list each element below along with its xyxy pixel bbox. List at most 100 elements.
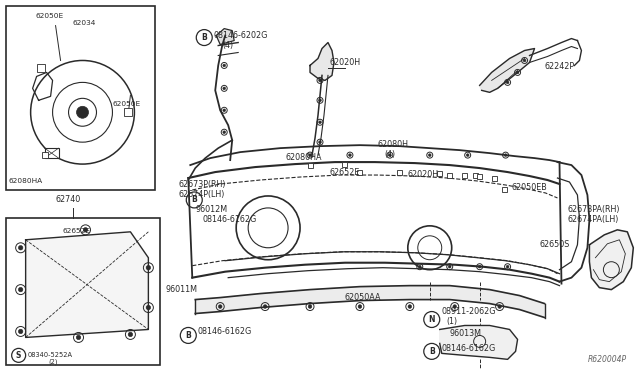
Bar	[437, 170, 442, 176]
Bar	[492, 176, 497, 180]
Circle shape	[498, 305, 501, 308]
Text: B: B	[191, 195, 197, 205]
Circle shape	[506, 81, 509, 84]
Text: (2): (2)	[49, 358, 58, 365]
Bar	[477, 174, 482, 179]
Polygon shape	[26, 232, 148, 337]
Circle shape	[506, 265, 509, 268]
Circle shape	[516, 71, 519, 74]
Text: 96013M: 96013M	[450, 330, 482, 339]
Circle shape	[449, 265, 451, 268]
Text: 08146-6202G: 08146-6202G	[213, 31, 268, 39]
Bar	[447, 173, 452, 177]
Circle shape	[388, 154, 391, 157]
Text: 96012M: 96012M	[195, 205, 227, 214]
Bar	[6, 6, 156, 190]
Bar	[473, 173, 478, 177]
Text: 62080HA: 62080HA	[285, 153, 321, 162]
Text: B: B	[429, 347, 435, 356]
Text: 62674P(LH): 62674P(LH)	[179, 190, 225, 199]
Text: 62650S: 62650S	[540, 240, 570, 249]
Text: B: B	[186, 331, 191, 340]
Circle shape	[83, 228, 88, 232]
Bar	[45, 148, 59, 158]
Circle shape	[146, 305, 150, 310]
Bar	[397, 170, 403, 174]
Bar	[342, 161, 348, 167]
Text: 62034: 62034	[72, 20, 96, 26]
Text: 08146-6162G: 08146-6162G	[197, 327, 252, 336]
Circle shape	[319, 121, 321, 124]
Circle shape	[358, 305, 362, 308]
Circle shape	[19, 246, 23, 250]
Circle shape	[319, 99, 321, 102]
Polygon shape	[440, 326, 518, 359]
Bar	[462, 173, 467, 177]
Text: 62673PA(RH): 62673PA(RH)	[568, 205, 620, 214]
Text: 62652E: 62652E	[330, 168, 360, 177]
Bar	[308, 163, 312, 167]
Circle shape	[128, 332, 132, 337]
Circle shape	[223, 109, 225, 112]
Text: 62674PA(LH): 62674PA(LH)	[568, 215, 619, 224]
Circle shape	[146, 266, 150, 270]
Text: 62020H: 62020H	[330, 58, 361, 67]
Text: S: S	[16, 351, 21, 360]
Text: 62673P(RH): 62673P(RH)	[179, 180, 226, 189]
Circle shape	[478, 265, 481, 268]
Text: 62020H: 62020H	[408, 170, 439, 179]
Text: 08911-2062G: 08911-2062G	[442, 307, 496, 315]
Polygon shape	[310, 42, 334, 80]
Circle shape	[419, 265, 421, 268]
Bar	[124, 108, 132, 116]
Text: (1): (1)	[447, 317, 458, 326]
Text: R620004P: R620004P	[588, 355, 627, 364]
Bar	[42, 152, 47, 158]
Text: 62080HA: 62080HA	[9, 178, 43, 184]
Circle shape	[263, 305, 267, 308]
Text: 62080H: 62080H	[378, 140, 409, 149]
Text: (4): (4)	[222, 41, 234, 49]
Circle shape	[223, 87, 225, 90]
Circle shape	[223, 131, 225, 134]
Bar	[357, 170, 362, 174]
Circle shape	[218, 305, 222, 308]
Bar	[502, 187, 507, 192]
Circle shape	[428, 154, 431, 157]
Circle shape	[19, 329, 23, 334]
Bar	[6, 218, 161, 365]
Text: 08340-5252A: 08340-5252A	[28, 352, 72, 358]
Text: 08146-6162G: 08146-6162G	[442, 344, 496, 353]
Circle shape	[76, 335, 81, 340]
Text: 62242P: 62242P	[545, 62, 575, 71]
Circle shape	[308, 154, 312, 157]
Text: 62050AA: 62050AA	[345, 293, 381, 302]
Circle shape	[453, 305, 456, 308]
Circle shape	[408, 305, 412, 308]
Circle shape	[319, 79, 321, 82]
Circle shape	[319, 141, 321, 144]
Circle shape	[308, 305, 312, 308]
Polygon shape	[589, 230, 634, 290]
Text: 96011M: 96011M	[165, 285, 197, 294]
Circle shape	[467, 154, 469, 157]
Text: N: N	[429, 315, 435, 324]
Bar	[36, 64, 45, 73]
Polygon shape	[216, 29, 234, 45]
Text: 62652E: 62652E	[63, 228, 90, 234]
Text: (4): (4)	[385, 150, 396, 159]
Text: 62050E: 62050E	[36, 13, 64, 19]
Circle shape	[349, 154, 351, 157]
Text: 62740: 62740	[56, 195, 81, 204]
Circle shape	[77, 106, 88, 118]
Text: 08146-6162G: 08146-6162G	[202, 215, 257, 224]
Circle shape	[223, 64, 225, 67]
Polygon shape	[195, 286, 545, 318]
Text: 62050E: 62050E	[113, 101, 141, 107]
Polygon shape	[479, 48, 534, 92]
Text: B: B	[202, 33, 207, 42]
Circle shape	[524, 59, 526, 62]
Text: 62050EB: 62050EB	[511, 183, 547, 192]
Circle shape	[19, 288, 23, 292]
Circle shape	[504, 154, 507, 157]
